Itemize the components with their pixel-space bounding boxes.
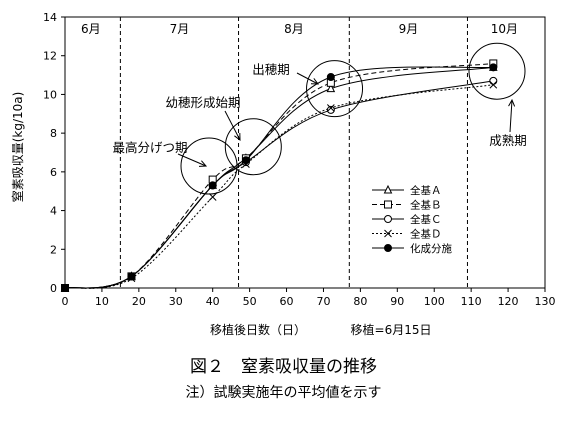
series-5: [61, 63, 498, 292]
y-tick-label: 8: [50, 127, 57, 140]
legend-label: 全基Ｄ: [410, 228, 442, 241]
figure-note: 注）試験実施年の平均値を示す: [185, 385, 382, 401]
data-point: [326, 105, 335, 114]
x-tick-label: 80: [353, 295, 367, 308]
stage-arrow-line: [177, 153, 207, 167]
stage-circle: [468, 42, 526, 100]
stage-arrow-line: [296, 72, 319, 85]
legend-marker: [384, 200, 392, 209]
stage-arrow-line: [509, 99, 513, 133]
x-tick-label: 40: [206, 295, 220, 308]
data-point: [489, 80, 498, 89]
stage-circle: [180, 137, 238, 195]
stage-label: 幼穂形成始期: [165, 95, 240, 110]
x-tick-label: 110: [461, 295, 482, 308]
data-point: [127, 272, 136, 281]
figure-caption: 図２ 窒素吸収量の推移: [190, 357, 377, 377]
x-tick-label: 20: [132, 295, 146, 308]
legend-marker: [384, 244, 392, 252]
data-point: [489, 63, 498, 72]
x-tick-label: 70: [316, 295, 330, 308]
data-point: [208, 193, 217, 201]
x-axis-ticks: 0 10 20 30 40 50 60 70 80 90 100 110 120 130: [62, 288, 556, 308]
legend-item: 全基Ｃ: [372, 213, 442, 226]
stage-label: 最高分げつ期: [112, 140, 187, 155]
legend-marker: [384, 229, 392, 238]
legend-marker: [383, 184, 393, 194]
stage-label: 成熟期: [489, 133, 527, 148]
month-boundary-lines: [119, 17, 468, 288]
y-tick-label: 10: [43, 88, 57, 101]
y-tick-label: 4: [50, 205, 57, 218]
y-tick-label: 14: [43, 11, 57, 24]
y-tick-label: 6: [50, 166, 57, 179]
x-tick-label: 10: [95, 295, 109, 308]
month-label: 8月: [284, 22, 304, 36]
plot-border: [64, 16, 546, 289]
y-tick-label: 0: [50, 282, 57, 295]
transplant-date-note: 移植=6月15日: [351, 322, 432, 337]
y-tick-label: 12: [43, 50, 57, 63]
stage-arrow-head: [508, 98, 516, 107]
series-layer: [60, 59, 498, 292]
series-2: [61, 59, 498, 292]
stage-arrow-head: [234, 132, 241, 142]
data-point: [208, 181, 217, 190]
plot-frame: [64, 16, 546, 289]
data-point: [61, 284, 69, 292]
stage-circle: [224, 118, 282, 176]
data-point: [326, 73, 335, 82]
month-label: 6月: [81, 22, 101, 36]
data-point: [489, 76, 498, 85]
legend-marker: [384, 215, 392, 223]
legend-item: 全基Ｂ: [372, 199, 442, 212]
x-tick-label: 0: [62, 295, 69, 308]
data-point: [326, 104, 335, 112]
legend-item: 全基Ｄ: [372, 228, 442, 241]
legend-item: 全基Ａ: [372, 184, 442, 197]
x-tick-label: 100: [424, 295, 445, 308]
x-tick-label: 60: [280, 295, 294, 308]
stage-annotation: 幼穂形成始期: [165, 95, 282, 176]
month-label: 7月: [170, 22, 190, 36]
x-axis-title: 移植後日数（日）: [210, 322, 306, 337]
x-tick-label: 30: [169, 295, 183, 308]
legend-label: 全基Ａ: [410, 184, 442, 197]
legend-label: 化成分施: [410, 242, 452, 255]
y-tick-label: 2: [50, 243, 57, 256]
stage-annotation: 成熟期: [468, 42, 527, 148]
series-1: [60, 62, 498, 292]
month-label: 10月: [491, 22, 518, 36]
stage-annotation: 最高分げつ期: [112, 137, 238, 195]
legend-item: 化成分施: [372, 242, 452, 255]
legend-label: 全基Ｃ: [410, 213, 442, 226]
x-tick-label: 120: [498, 295, 519, 308]
stage-circle: [306, 60, 364, 118]
legend-label: 全基Ｂ: [410, 199, 442, 212]
x-tick-label: 130: [535, 295, 556, 308]
stage-arrow-line: [224, 110, 241, 141]
y-axis-title: 窒素吸収量(kg/10a): [10, 92, 25, 203]
month-label: 9月: [399, 22, 419, 36]
data-point: [241, 156, 250, 165]
data-point: [326, 83, 336, 93]
stage-annotation: 出穂期: [252, 60, 364, 118]
x-tick-label: 90: [390, 295, 404, 308]
x-tick-label: 50: [243, 295, 257, 308]
stage-arrow-head: [198, 160, 208, 167]
stage-label: 出穂期: [252, 62, 290, 77]
y-axis-ticks: 0 2 4 6 8 10 12 14: [43, 11, 65, 295]
stage-arrow-head: [310, 78, 320, 85]
month-labels: 6月 7月 8月 9月 10月: [81, 22, 518, 36]
